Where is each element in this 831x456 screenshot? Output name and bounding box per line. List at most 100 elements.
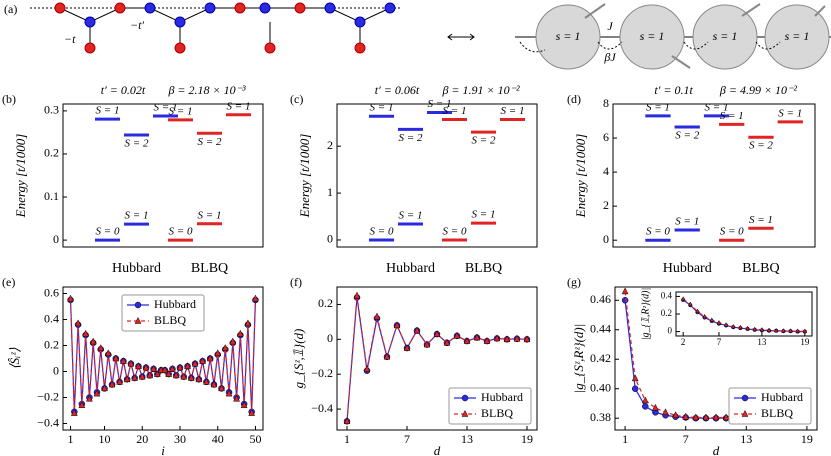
category-label: BLBQ [742,261,779,276]
marker [153,370,161,377]
spin-label: s = 1 [713,29,738,43]
legend-label: Hubbard [481,390,523,404]
marker [199,357,207,364]
marker [473,333,481,341]
spin-label: S = 0 [646,226,670,238]
y-tick-label: 0.4 [44,311,59,325]
panel-label: (d) [567,92,581,106]
spin-label: S = 1 [125,210,149,222]
marker [766,327,772,332]
x-axis-label: d [434,443,441,456]
marker [702,313,707,319]
spin-label: S = 0 [443,225,467,237]
marker [138,372,146,380]
y-tick-label: 0.4 [661,290,673,300]
y-tick-label: 0.40 [590,380,611,394]
marker [206,354,214,362]
hopping-label: −t [64,32,76,46]
x-tick-label: 7 [683,432,689,446]
spin-arrows [584,3,826,69]
marker [74,319,82,327]
x-tick-label: 10 [99,432,111,446]
x-tick-label: 7 [404,432,410,446]
marker [621,287,629,295]
spin-label: S = 1 [472,209,496,221]
legend-marker [741,409,749,417]
spin-label: S = 0 [370,225,394,237]
spin-label: S = 2 [399,132,423,144]
marker [453,331,461,339]
spin-label: S = 1 [198,209,222,221]
marker [343,417,351,425]
y-tick-label: 0.44 [590,322,611,336]
x-tick-label: 30 [174,432,186,446]
marker [116,377,124,385]
marker [184,362,191,370]
x-tick-label: 19 [800,337,810,347]
marker [210,380,218,388]
y-tick-label: 0 [327,232,333,246]
marker [795,328,800,333]
panel-label: (a) [4,2,17,16]
marker [214,349,222,357]
marker [433,330,441,337]
coupling-label: J [607,19,613,33]
marker [513,334,521,342]
spin-label: S = 1 [227,100,251,112]
y-axis-label: |g_{Sᶻ,Rᶻ}(d)| [571,324,586,394]
marker [112,354,120,362]
category-label: BLBQ [465,261,502,276]
legend-marker [741,394,749,402]
x-tick-label: 13 [757,337,767,347]
legend-label: BLBQ [154,313,186,327]
y-tick-label: 0 [327,331,333,345]
marker [252,294,259,302]
marker [180,372,188,380]
spin-label: S = 0 [169,226,193,238]
marker [218,384,225,392]
marker [176,363,184,371]
y-tick-label: 0.3 [44,103,59,117]
marker [443,338,451,346]
marker [108,380,116,388]
marker [383,352,391,360]
legend-box [448,387,532,425]
y-tick-label: 0 [603,232,609,246]
marker [682,412,690,420]
marker [244,319,252,327]
marker [759,326,765,332]
x-tick-label: 7 [717,337,722,347]
y-tick-label: 0.38 [590,410,611,424]
marker [688,301,693,306]
marker [86,394,93,402]
marker [195,375,203,383]
marker [483,337,491,344]
x-tick-label: 19 [801,432,813,446]
marker [135,362,142,370]
marker [146,371,154,379]
category-label: Hubbard [112,261,161,276]
panel-label: (g) [567,275,581,289]
y-tick-label: 0.42 [590,351,611,365]
panel-subtitle: β = 2.18 × 10⁻³ [167,83,246,97]
marker [229,337,237,345]
marker [248,409,256,416]
marker [662,408,669,416]
equivalence-arrow [447,33,475,41]
y-axis-label: Energy [t/1000] [297,134,312,219]
marker [413,326,421,334]
y-tick-label: 0.46 [590,292,611,306]
y-tick-label: 0.2 [318,296,333,310]
marker [150,364,157,372]
category-label: BLBQ [191,261,228,276]
y-axis-label: |g_{𝟙,Rᶻ}(d)| [640,288,651,341]
marker [202,377,210,385]
spin-label: S = 1 [370,102,394,114]
plot-frame [612,103,816,248]
y-tick-label: −0.2 [37,389,59,403]
spin-label: S = 2 [749,140,773,152]
marker [493,334,501,342]
marker [70,409,78,416]
spin-label: S = 1 [749,214,773,226]
